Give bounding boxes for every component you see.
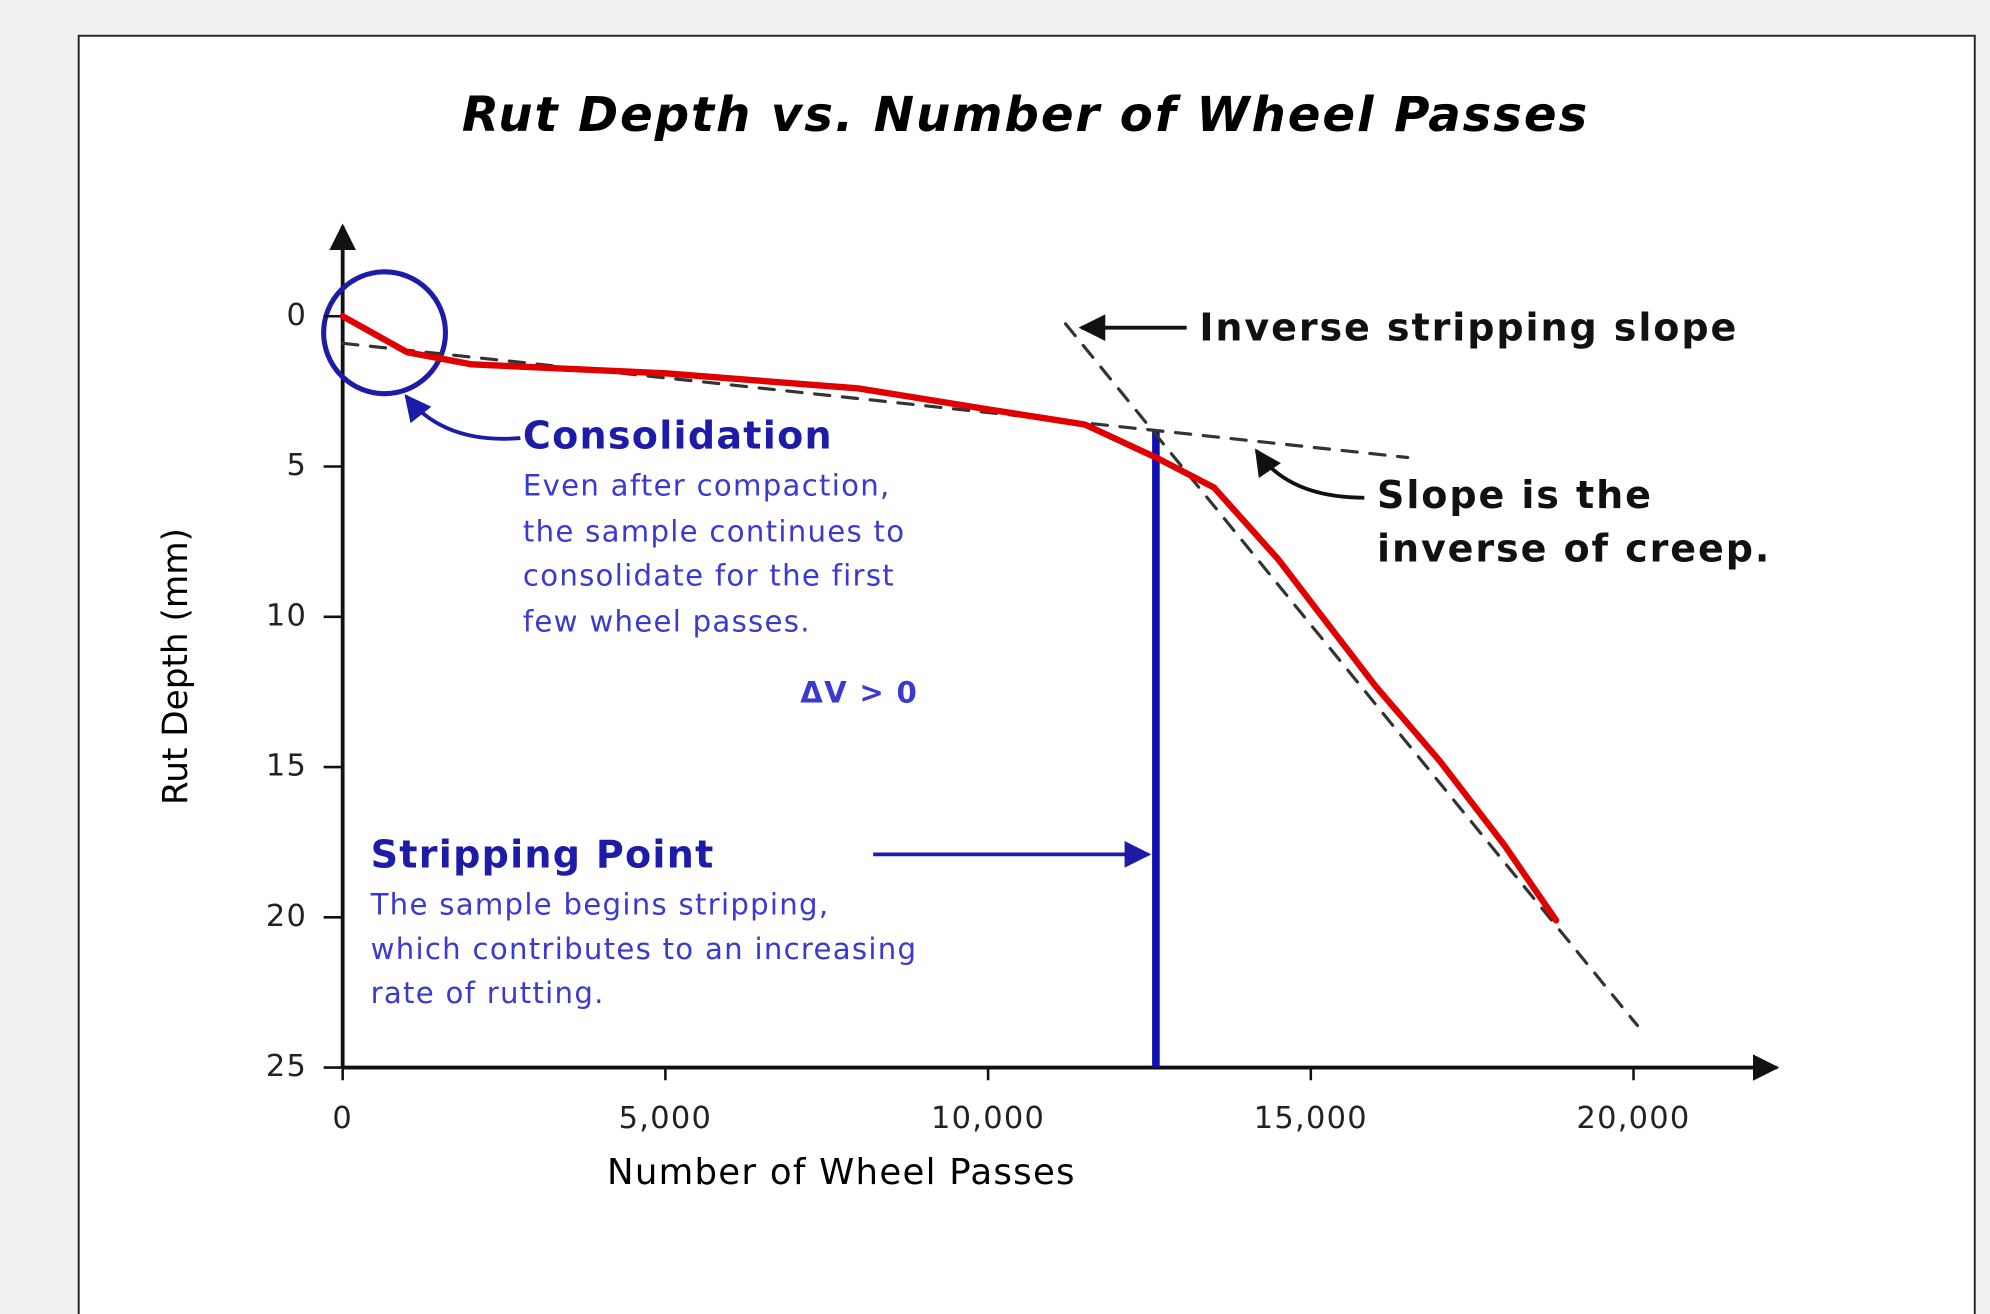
x-tick-label: 5,000 (619, 1101, 712, 1136)
consolidation-arrow (404, 394, 521, 441)
annotation-text: the sample continues to (523, 514, 905, 548)
annotation-text: which contributes to an increasing (371, 932, 918, 966)
annotation-text: Slope is the (1377, 473, 1653, 517)
y-tick-label: 20 (266, 899, 307, 934)
x-tick-label: 0 (332, 1101, 353, 1136)
y-tick-label: 15 (266, 749, 307, 784)
panel (77, 34, 1976, 1314)
consolidation-circle (321, 269, 449, 397)
y-tick-label: 0 (286, 298, 307, 333)
annotation-title: Consolidation (523, 414, 833, 458)
y-tick-label: 5 (286, 448, 307, 483)
annotation-text: inverse of creep. (1377, 527, 1771, 571)
x-tick-label: 20,000 (1576, 1101, 1690, 1136)
x-tick-label: 10,000 (931, 1101, 1045, 1136)
y-axis-label: Rut Depth (mm) (156, 528, 196, 805)
slope-line (341, 341, 1410, 460)
annotation-text: Even after compaction, (523, 469, 891, 503)
x-axis-label: Number of Wheel Passes (607, 1152, 1076, 1193)
annotation-text: consolidate for the first (523, 559, 895, 593)
annotation-text: rate of rutting. (371, 976, 605, 1010)
data-line (339, 313, 1560, 924)
chart-title: Rut Depth vs. Number of Wheel Passes (462, 87, 1589, 143)
annotation-text: The sample begins stripping, (370, 887, 830, 921)
annotation-title: Stripping Point (371, 832, 715, 876)
y-tick-label: 25 (266, 1049, 307, 1084)
slope-line (1063, 322, 1640, 1028)
creep-arrow (1254, 448, 1365, 500)
y-tick-label: 10 (266, 598, 307, 633)
annotation-text: Inverse stripping slope (1199, 306, 1738, 350)
x-tick-label: 15,000 (1254, 1101, 1368, 1136)
annotation-text: few wheel passes. (523, 604, 811, 638)
annotation-note: ΔV > 0 (800, 675, 918, 709)
